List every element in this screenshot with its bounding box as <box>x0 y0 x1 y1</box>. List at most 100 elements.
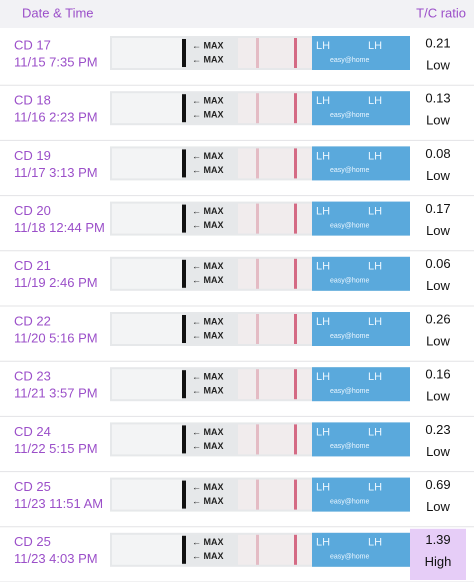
header-ratio: T/C ratio <box>416 5 466 20</box>
level: Low <box>426 499 450 514</box>
lh-label: LH <box>316 261 330 273</box>
max-bar <box>182 315 186 343</box>
cycle-day: CD 25 <box>14 479 51 494</box>
level: Low <box>426 57 450 72</box>
strip-handle <box>112 258 182 289</box>
tc-ratio: 1.39 <box>425 532 450 547</box>
max-label: ← MAX <box>192 330 224 340</box>
reagent-window <box>238 479 312 510</box>
max-bar <box>182 370 186 399</box>
lh-label: LH <box>368 426 382 438</box>
brand-label: easy@home <box>330 498 370 505</box>
date-time: 11/23 11:51 AM <box>14 496 103 511</box>
date-time: 11/20 5:16 PM <box>14 330 98 345</box>
test-line <box>256 424 259 455</box>
max-label: ← MAX <box>192 496 224 506</box>
date-time: 11/21 3:57 PM <box>14 386 98 401</box>
date-time: 11/23 4:03 PM <box>14 551 98 566</box>
brand-label: easy@home <box>330 112 370 119</box>
cycle-day: CD 18 <box>14 93 51 108</box>
max-label: ← MAX <box>192 372 224 382</box>
lh-label: LH <box>368 150 382 162</box>
lh-label: LH <box>316 206 330 218</box>
level: Low <box>426 223 450 238</box>
lh-label: LH <box>368 95 382 107</box>
strip-handle <box>112 93 182 124</box>
lh-label: LH <box>316 95 330 107</box>
level: Low <box>426 444 450 459</box>
max-bar <box>182 535 186 564</box>
test-line <box>256 534 259 565</box>
lh-label: LH <box>316 482 330 494</box>
strip-handle <box>112 148 182 179</box>
brand-label: easy@home <box>330 333 370 340</box>
control-line <box>294 534 297 565</box>
level: Low <box>426 113 450 128</box>
date-time: 11/19 2:46 PM <box>14 275 98 290</box>
blue-label <box>312 146 410 181</box>
cycle-day: CD 25 <box>14 534 51 549</box>
test-line <box>256 479 259 510</box>
strip-handle <box>112 38 182 68</box>
max-label: ← MAX <box>192 206 224 216</box>
lh-label: LH <box>316 316 330 328</box>
blue-label <box>312 256 410 291</box>
reagent-window <box>238 314 312 344</box>
level: Low <box>426 168 450 183</box>
cycle-day: CD 24 <box>14 424 51 439</box>
level: Low <box>426 278 450 293</box>
max-label: ← MAX <box>192 110 224 120</box>
reagent-window <box>238 38 312 68</box>
max-bar <box>182 94 186 123</box>
max-label: ← MAX <box>192 482 224 492</box>
max-label: ← MAX <box>192 386 224 396</box>
control-line <box>294 203 297 234</box>
max-label: ← MAX <box>192 54 224 64</box>
cycle-day: CD 23 <box>14 369 51 384</box>
control-line <box>294 314 297 344</box>
tc-ratio: 0.21 <box>425 35 450 50</box>
reagent-window <box>238 534 312 565</box>
test-line <box>256 258 259 289</box>
max-label: ← MAX <box>192 316 224 326</box>
max-label: ← MAX <box>192 151 224 161</box>
blue-label <box>312 91 410 126</box>
cycle-day: CD 19 <box>14 148 51 163</box>
lh-label: LH <box>368 261 382 273</box>
blue-label <box>312 36 410 70</box>
max-label: ← MAX <box>192 275 224 285</box>
reagent-window <box>238 93 312 124</box>
date-time: 11/16 2:23 PM <box>14 110 98 125</box>
date-time: 11/17 3:13 PM <box>14 165 98 180</box>
max-bar <box>182 480 186 509</box>
lh-label: LH <box>316 150 330 162</box>
lh-label: LH <box>368 537 382 549</box>
tc-ratio: 0.06 <box>425 256 450 271</box>
lh-label: LH <box>368 40 382 52</box>
cycle-day: CD 17 <box>14 37 51 52</box>
lh-label: LH <box>368 371 382 383</box>
level: Low <box>426 389 450 404</box>
control-line <box>294 479 297 510</box>
max-label: ← MAX <box>192 96 224 106</box>
cycle-day: CD 20 <box>14 203 51 218</box>
highlight-cell <box>410 528 466 580</box>
brand-label: easy@home <box>330 388 370 395</box>
max-bar <box>182 425 186 454</box>
date-time: 11/22 5:15 PM <box>14 441 98 456</box>
strip-handle <box>112 314 182 344</box>
control-line <box>294 258 297 289</box>
cycle-day: CD 21 <box>14 258 51 273</box>
tc-ratio: 0.26 <box>425 311 450 326</box>
brand-label: easy@home <box>330 167 370 174</box>
lh-label: LH <box>368 206 382 218</box>
level: Low <box>426 333 450 348</box>
max-bar <box>182 204 186 233</box>
max-label: ← MAX <box>192 551 224 561</box>
tc-ratio: 0.08 <box>425 146 450 161</box>
max-label: ← MAX <box>192 261 224 271</box>
lh-label: LH <box>368 316 382 328</box>
header-bar <box>0 0 474 28</box>
test-line <box>256 369 259 400</box>
header-date: Date & Time <box>22 5 94 20</box>
